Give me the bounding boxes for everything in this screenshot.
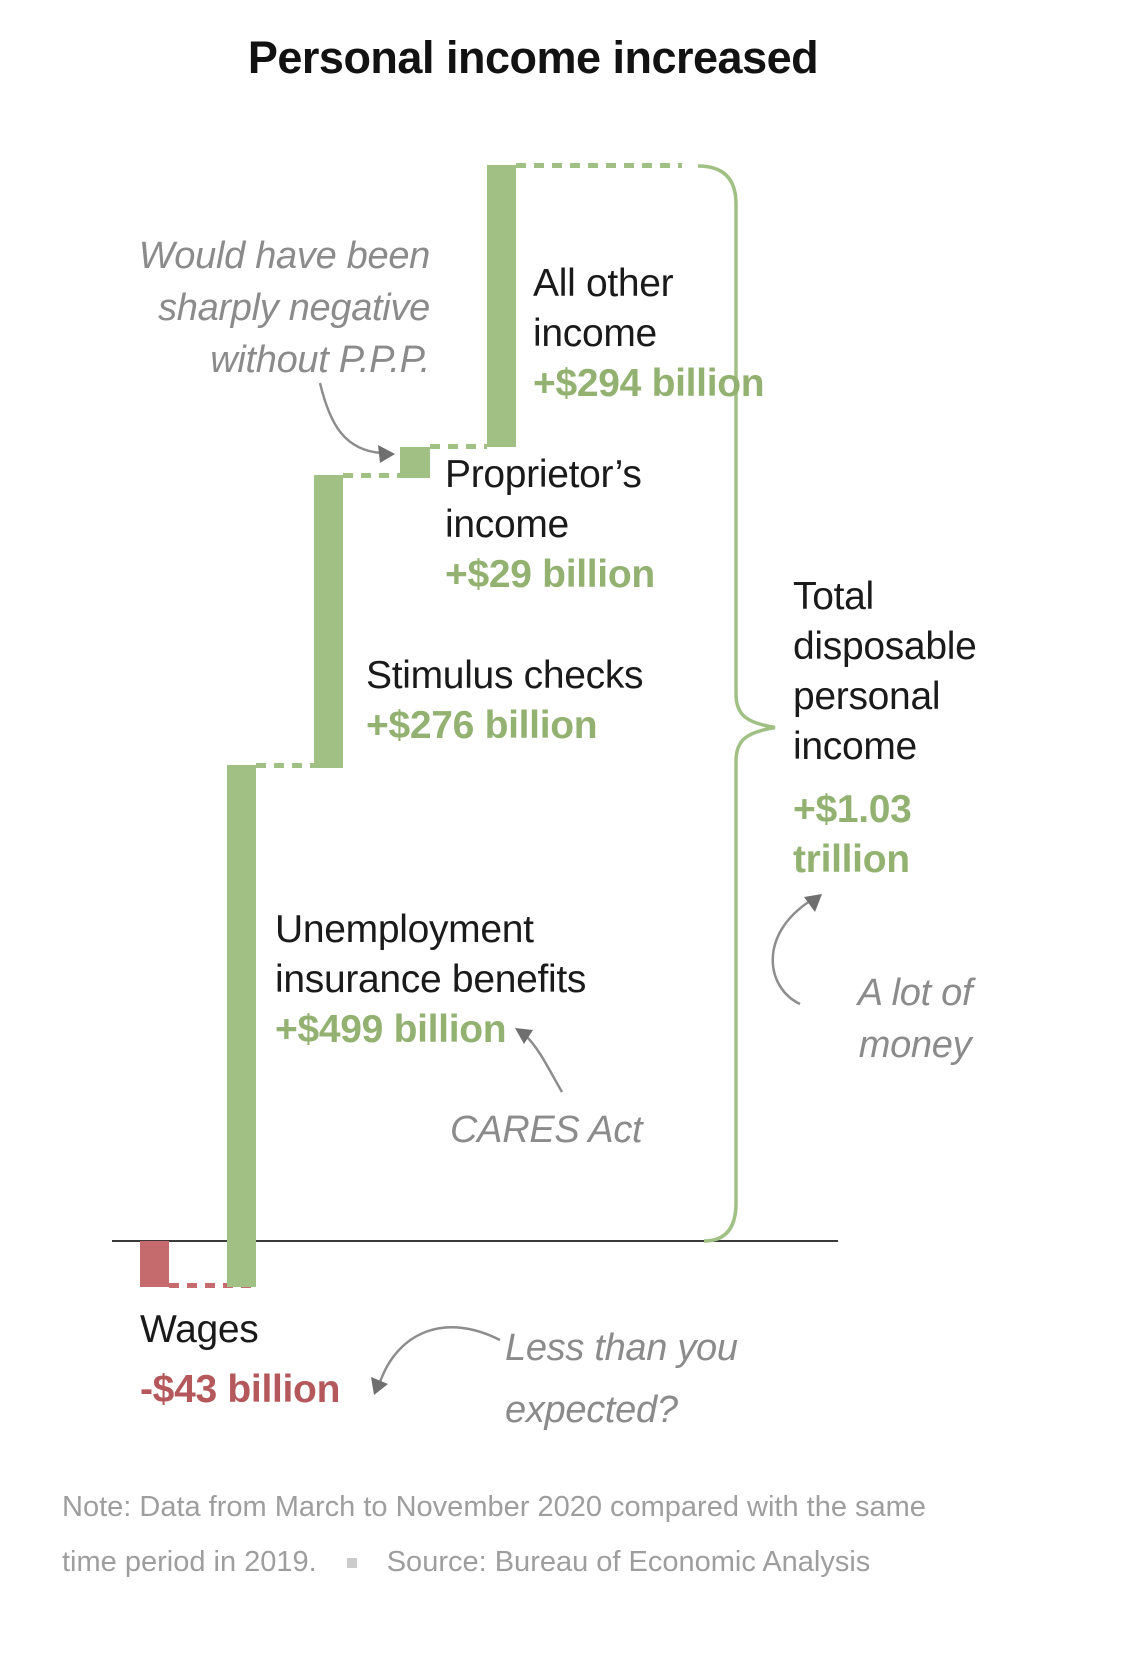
value-label: +$499 billion [275, 1008, 507, 1051]
less-arrow [378, 1326, 501, 1383]
value-total-disposable: +$1.03 trillion [793, 785, 912, 885]
label-line: personal [793, 675, 941, 718]
annotation-less-than-expected: Less than you expected? [505, 1317, 738, 1441]
bar-wages [140, 1241, 169, 1287]
note-line-2: time period in 2019. Source: Bureau of E… [62, 1535, 926, 1590]
label-wages: Wages -$43 billion [140, 1300, 340, 1420]
bar-all-other [487, 165, 516, 447]
connector-stimulus-proprietor [343, 473, 400, 478]
source-text: Source: Bureau of Economic Analysis [386, 1546, 871, 1578]
label-line: income [445, 503, 569, 546]
annotation-line: sharply negative [158, 287, 430, 329]
bar-unemployment [227, 765, 256, 1287]
annotation-line: Would have been [138, 235, 431, 277]
connector-other-bracket [516, 163, 682, 168]
value-label: +$1.03 [793, 788, 912, 831]
label-line: All other [533, 262, 674, 305]
value-label: trillion [793, 838, 910, 881]
footnote: Note: Data from March to November 2020 c… [62, 1480, 926, 1590]
label-line: insurance benefits [275, 958, 587, 1001]
alot-arrowhead [804, 894, 822, 912]
value-label: -$43 billion [140, 1368, 341, 1411]
annotation-line: Less than you [505, 1327, 738, 1369]
note-text: Note: Data from March to November 2020 c… [62, 1491, 926, 1523]
value-label: +$294 billion [533, 362, 765, 405]
annotation-ppp: Would have been sharply negative without… [110, 230, 431, 386]
annotation-cares-act: CARES Act [450, 1104, 643, 1156]
annotation-a-lot-of-money: A lot of money [820, 967, 1010, 1071]
label-total-disposable: Total disposable personal income [793, 572, 977, 772]
annotation-line: expected? [505, 1389, 678, 1431]
annotation-line: without P.P.P. [210, 339, 430, 381]
bar-stimulus [314, 475, 343, 768]
label-line: income [793, 725, 917, 768]
label-line: Wages [140, 1308, 259, 1351]
annotation-line: A lot of [857, 972, 973, 1014]
annotation-line: CARES Act [450, 1109, 643, 1151]
connector-wages-unemployment [169, 1283, 257, 1288]
label-line: income [533, 312, 657, 355]
label-unemployment-benefits: Unemployment insurance benefits +$499 bi… [275, 905, 586, 1055]
bullet-square-icon [346, 1557, 357, 1568]
label-stimulus-checks: Stimulus checks +$276 billion [366, 651, 644, 751]
connector-unemployment-stimulus [256, 763, 314, 768]
label-line: disposable [793, 625, 977, 668]
annotation-line: money [858, 1024, 972, 1066]
bar-proprietor [400, 447, 430, 478]
alot-arrow [771, 899, 811, 1006]
label-line: Total [793, 575, 874, 618]
label-line: Proprietor’s [445, 453, 642, 496]
baseline-axis [112, 1240, 838, 1242]
ppp-arrowhead [378, 445, 395, 463]
label-all-other-income: All other income +$294 billion [533, 259, 765, 409]
less-arrowhead [371, 1377, 388, 1395]
value-label: +$276 billion [366, 704, 598, 747]
label-line: Unemployment [275, 908, 534, 951]
note-line-1: Note: Data from March to November 2020 c… [62, 1480, 926, 1535]
ppp-arrow [318, 382, 382, 455]
chart-title: Personal income increased [247, 32, 819, 83]
value-label: +$29 billion [445, 553, 655, 596]
connector-proprietor-other [430, 444, 487, 449]
label-proprietor-income: Proprietor’s income +$29 billion [445, 450, 655, 600]
note-text: time period in 2019. [62, 1546, 317, 1578]
label-line: Stimulus checks [366, 654, 644, 697]
